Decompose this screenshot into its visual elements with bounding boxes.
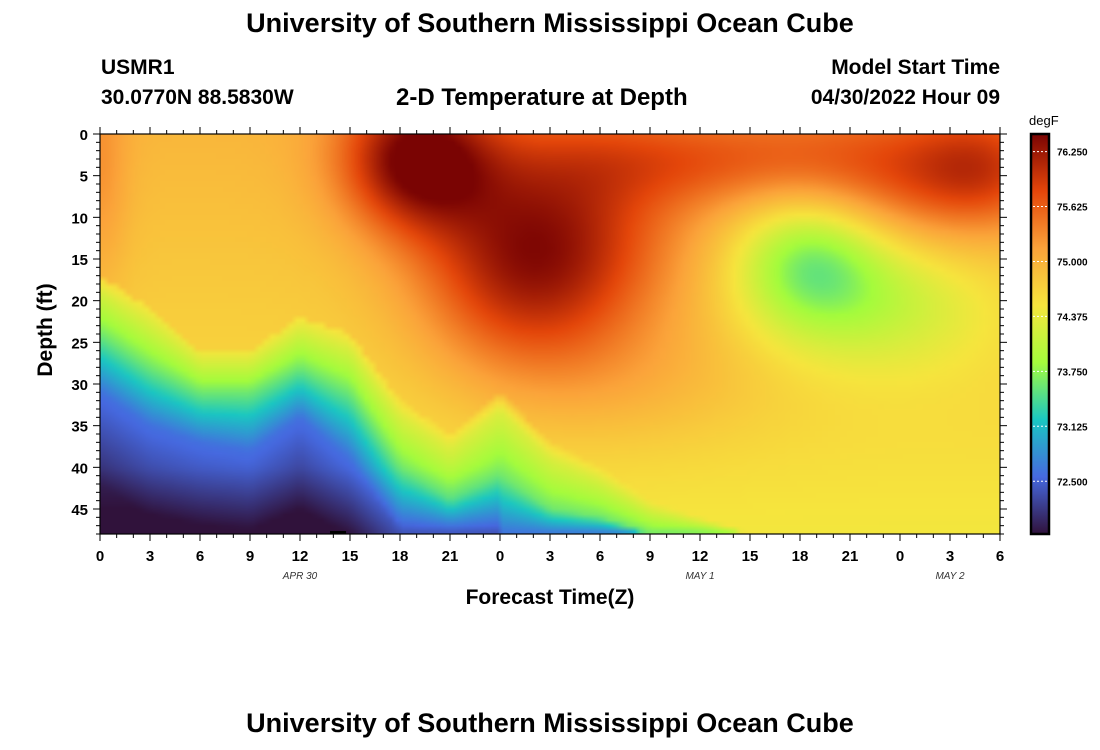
chart-title: University of Southern Mississippi Ocean… <box>246 8 854 38</box>
y-axis-title: Depth (ft) <box>34 283 57 376</box>
colorbar-tick-label: 72.500 <box>1057 477 1088 488</box>
y-tick-label: 35 <box>71 419 88 436</box>
x-tick-label: 0 <box>896 548 904 565</box>
x-tick-label: 6 <box>596 548 604 565</box>
y-tick-label: 15 <box>71 252 88 269</box>
y-tick-label: 20 <box>71 294 88 311</box>
x-tick-label: 21 <box>842 548 859 565</box>
colorbar-gradient <box>1029 132 1051 536</box>
x-tick-label: 18 <box>792 548 809 565</box>
x-tick-label: 6 <box>196 548 204 565</box>
station-id: USMR1 <box>101 56 175 79</box>
colorbar-unit: degF <box>1029 113 1059 128</box>
temperature-depth-chart: 0 3 6 9 12 15 18 21 0 3 6 9 12 15 18 21 0 3 6 APR 30 MAY 1 MA… <box>34 113 1088 609</box>
x-tick-label: 12 <box>692 548 709 565</box>
colorbar-tick-label: 73.750 <box>1057 367 1088 378</box>
date-label: MAY 2 <box>935 571 965 582</box>
date-label: APR 30 <box>282 571 318 582</box>
y-tick-label: 10 <box>71 210 88 227</box>
x-tick-label: 21 <box>442 548 459 565</box>
x-tick-label: 9 <box>646 548 654 565</box>
x-tick-label: 3 <box>946 548 954 565</box>
x-axis-title: Forecast Time(Z) <box>466 586 635 609</box>
x-tick-label: 6 <box>996 548 1004 565</box>
x-tick-label: 0 <box>96 548 104 565</box>
y-tick-label: 45 <box>71 502 88 519</box>
colorbar-tick-label: 75.625 <box>1057 203 1088 214</box>
x-tick-label: 12 <box>292 548 309 565</box>
time-marker <box>330 531 346 534</box>
colorbar-tick-label: 74.375 <box>1057 312 1088 323</box>
x-tick-label: 15 <box>742 548 759 565</box>
model-start-value: 04/30/2022 Hour 09 <box>810 86 1000 109</box>
footer-title: University of Southern Mississippi Ocean… <box>246 708 854 738</box>
colorbar-tick-label: 73.125 <box>1057 422 1088 433</box>
station-coordinates: 30.0770N 88.5830W <box>101 86 294 109</box>
model-start-label: Model Start Time <box>831 56 1000 79</box>
x-tick-label: 0 <box>496 548 504 565</box>
x-tick-label: 3 <box>546 548 554 565</box>
x-tick-label: 9 <box>246 548 254 565</box>
y-tick-label: 0 <box>80 127 88 144</box>
chart-subtitle: 2-D Temperature at Depth <box>396 84 688 111</box>
x-tick-label: 15 <box>342 548 359 565</box>
date-label: MAY 1 <box>685 571 714 582</box>
x-tick-label: 18 <box>392 548 409 565</box>
y-tick-label: 25 <box>71 335 88 352</box>
heatmap-image <box>100 134 1000 534</box>
y-tick-label: 30 <box>71 377 88 394</box>
y-tick-label: 40 <box>71 460 88 477</box>
x-tick-label: 3 <box>146 548 154 565</box>
colorbar-tick-label: 75.000 <box>1057 257 1088 268</box>
y-tick-label: 5 <box>80 169 88 186</box>
colorbar-tick-label: 76.250 <box>1057 148 1088 159</box>
